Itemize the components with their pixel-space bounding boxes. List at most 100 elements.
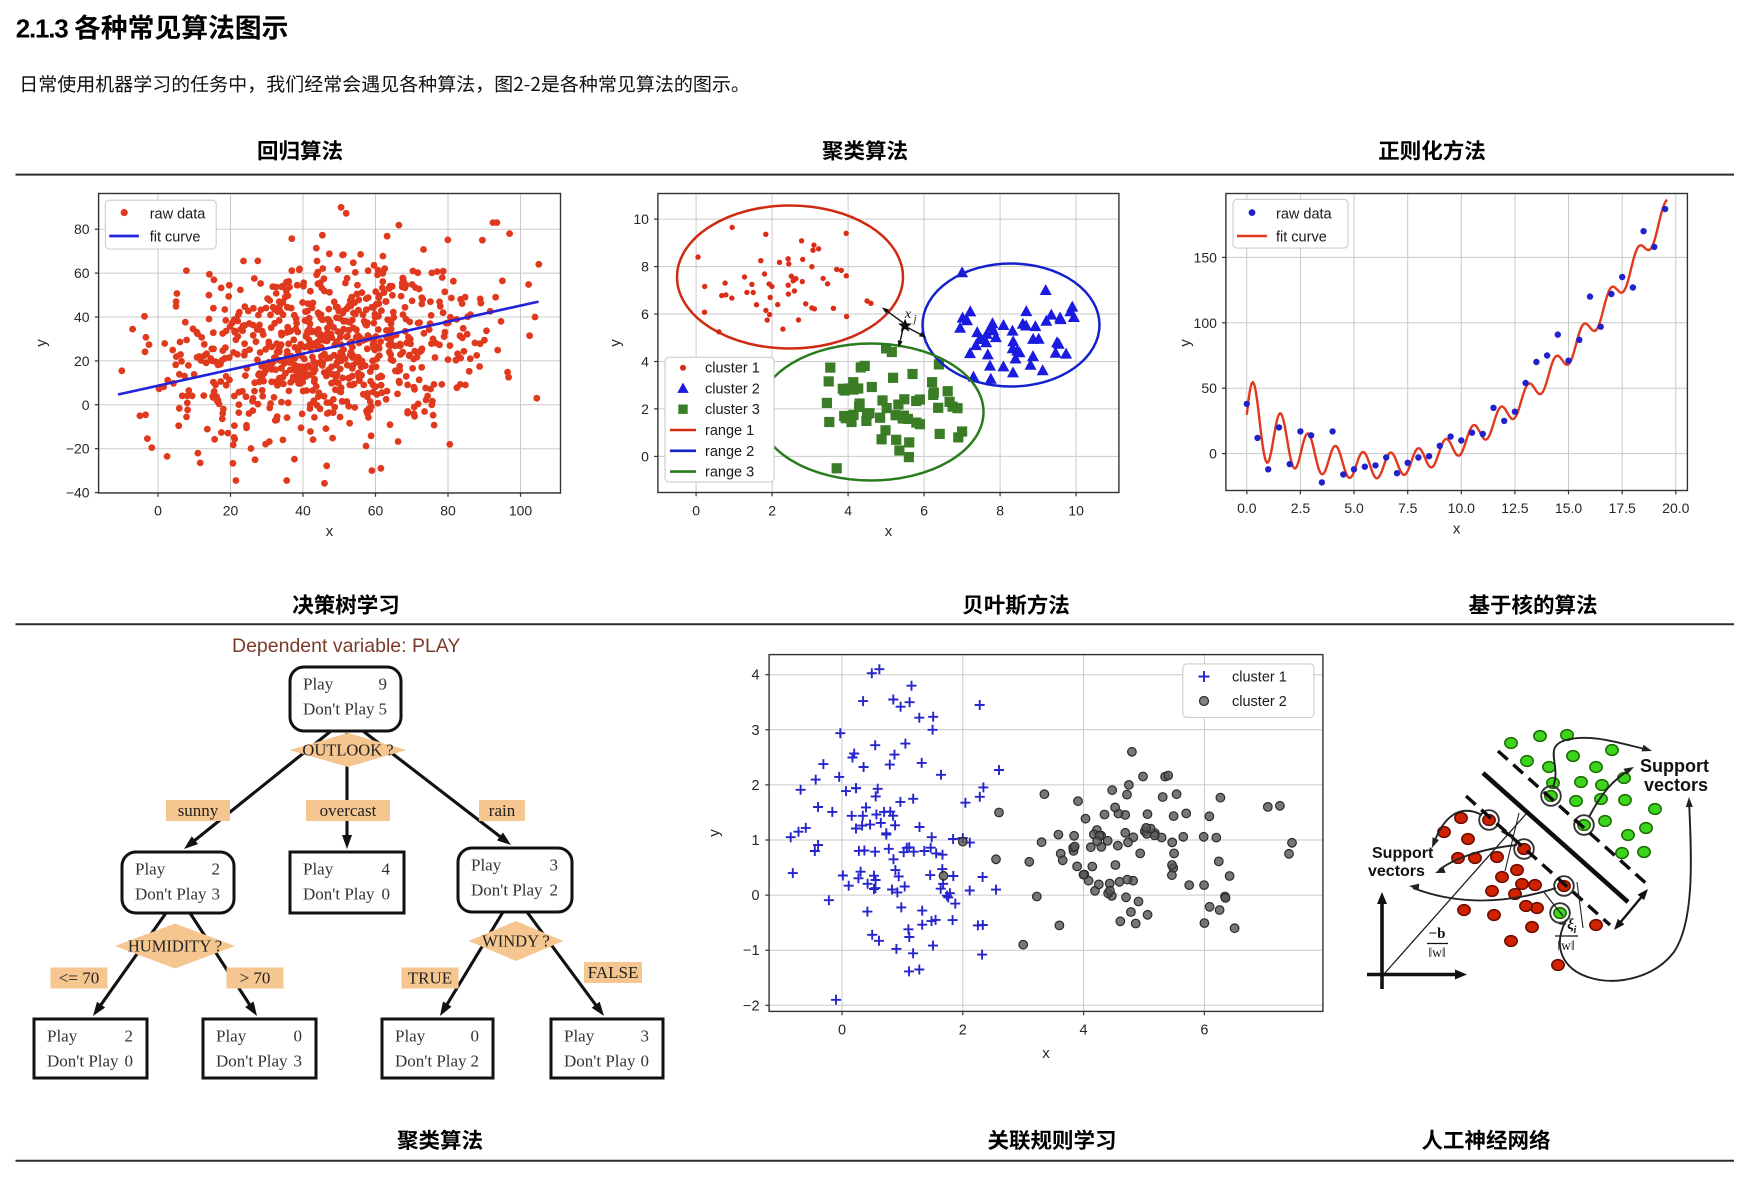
svg-text:3: 3 — [212, 885, 221, 904]
svg-text:> 70: > 70 — [240, 969, 271, 988]
svg-text:Don't Play: Don't Play — [471, 881, 543, 900]
svg-text:WINDY ?: WINDY ? — [482, 932, 550, 951]
svg-text:4: 4 — [641, 353, 649, 369]
svg-text:3: 3 — [550, 856, 559, 875]
svg-text:Play: Play — [303, 860, 334, 879]
svg-text:0: 0 — [752, 888, 760, 904]
svg-text:2: 2 — [212, 860, 221, 879]
svg-text:0: 0 — [125, 1052, 134, 1071]
svg-text:Play: Play — [47, 1027, 78, 1046]
svg-text:range 1: range 1 — [705, 423, 754, 439]
svg-text:overcast: overcast — [320, 801, 377, 820]
svg-text:Play: Play — [303, 675, 334, 694]
svg-text:2: 2 — [959, 1023, 967, 1039]
svg-text:‖w‖: ‖w‖ — [1557, 938, 1574, 953]
svg-text:2: 2 — [752, 778, 760, 794]
svg-text:Play: Play — [395, 1027, 426, 1046]
svg-text:fit curve: fit curve — [1276, 229, 1327, 245]
svg-text:Play: Play — [216, 1027, 247, 1046]
svg-text:Don't Play: Don't Play — [135, 885, 207, 904]
svg-text:4: 4 — [1080, 1023, 1088, 1039]
svg-text:cluster 1: cluster 1 — [705, 361, 760, 377]
svg-text:Support: Support — [1640, 756, 1709, 776]
svg-text:Play: Play — [471, 856, 502, 875]
svg-text:3: 3 — [752, 723, 760, 739]
svg-text:x: x — [1453, 521, 1461, 538]
svg-text:80: 80 — [440, 503, 456, 519]
svg-text:cluster 1: cluster 1 — [1232, 670, 1287, 686]
svg-text:0: 0 — [641, 448, 649, 464]
svg-text:50: 50 — [1201, 380, 1217, 396]
svg-text:−20: −20 — [66, 441, 90, 457]
svg-text:i: i — [1574, 925, 1577, 936]
svg-text:20: 20 — [223, 503, 239, 519]
svg-text:0: 0 — [471, 1027, 480, 1046]
svg-text:2: 2 — [125, 1027, 134, 1046]
svg-text:Don't Play: Don't Play — [303, 885, 375, 904]
svg-text:2: 2 — [768, 503, 776, 519]
svg-text:8: 8 — [996, 503, 1004, 519]
svg-text:x: x — [885, 523, 893, 540]
svg-text:0.0: 0.0 — [1237, 500, 1257, 516]
svg-text:20.0: 20.0 — [1662, 500, 1689, 516]
svg-text:Play: Play — [564, 1027, 595, 1046]
svg-text:−2: −2 — [743, 998, 760, 1014]
svg-text:5: 5 — [379, 700, 388, 719]
svg-text:0: 0 — [692, 503, 700, 519]
svg-text:4: 4 — [844, 503, 852, 519]
svg-text:cluster 3: cluster 3 — [705, 402, 760, 418]
svg-text:40: 40 — [295, 503, 311, 519]
svg-text:vectors: vectors — [1368, 863, 1425, 880]
svg-text:9: 9 — [379, 675, 388, 694]
svg-text:x: x — [904, 307, 912, 322]
svg-text:OUTLOOK ?: OUTLOOK ? — [302, 741, 393, 760]
svg-text:0: 0 — [294, 1027, 303, 1046]
svg-text:y: y — [1177, 339, 1194, 347]
svg-text:4: 4 — [752, 668, 760, 684]
svg-text:5.0: 5.0 — [1344, 500, 1364, 516]
svg-text:1: 1 — [752, 833, 760, 849]
svg-text:cluster 2: cluster 2 — [705, 382, 760, 398]
svg-text:2: 2 — [641, 401, 649, 417]
svg-text:7.5: 7.5 — [1398, 500, 1418, 516]
svg-text:40: 40 — [74, 309, 90, 325]
svg-text:Dependent variable: PLAY: Dependent variable: PLAY — [232, 635, 460, 657]
svg-text:3: 3 — [641, 1027, 650, 1046]
svg-text:vectors: vectors — [1644, 775, 1708, 795]
svg-text:FALSE: FALSE — [588, 963, 639, 982]
svg-text:y: y — [33, 339, 50, 347]
svg-text:Support: Support — [1372, 845, 1434, 862]
svg-text:j: j — [912, 314, 917, 325]
svg-text:−ξ: −ξ — [1558, 917, 1574, 933]
svg-text:range 2: range 2 — [705, 444, 754, 460]
svg-text:4: 4 — [382, 860, 391, 879]
svg-text:Don't Play: Don't Play — [47, 1052, 119, 1071]
svg-text:Don't Play: Don't Play — [564, 1052, 636, 1071]
svg-text:sunny: sunny — [178, 801, 219, 820]
svg-text:y: y — [706, 829, 723, 837]
svg-text:10: 10 — [1068, 503, 1084, 519]
svg-text:100: 100 — [1194, 315, 1218, 331]
svg-text:20: 20 — [74, 353, 90, 369]
svg-text:150: 150 — [1194, 249, 1218, 265]
svg-text:Don't Play: Don't Play — [216, 1052, 288, 1071]
svg-text:17.5: 17.5 — [1609, 500, 1636, 516]
svg-text:2.5: 2.5 — [1291, 500, 1311, 516]
svg-text:y: y — [607, 339, 624, 347]
svg-text:2: 2 — [550, 881, 559, 900]
svg-text:80: 80 — [74, 221, 90, 237]
svg-text:0: 0 — [641, 1052, 650, 1071]
svg-text:cluster 2: cluster 2 — [1232, 694, 1287, 710]
svg-text:15.0: 15.0 — [1555, 500, 1582, 516]
svg-text:range 3: range 3 — [705, 465, 754, 481]
svg-text:0: 0 — [82, 397, 90, 413]
svg-text:−b: −b — [1429, 926, 1446, 942]
svg-text:2: 2 — [471, 1052, 480, 1071]
svg-text:−1: −1 — [743, 943, 760, 959]
svg-text:6: 6 — [641, 306, 649, 322]
svg-text:x: x — [1042, 1045, 1050, 1062]
svg-text:10: 10 — [633, 211, 649, 227]
svg-text:0: 0 — [1209, 446, 1217, 462]
svg-text:8: 8 — [641, 259, 649, 275]
svg-text:12.5: 12.5 — [1501, 500, 1528, 516]
